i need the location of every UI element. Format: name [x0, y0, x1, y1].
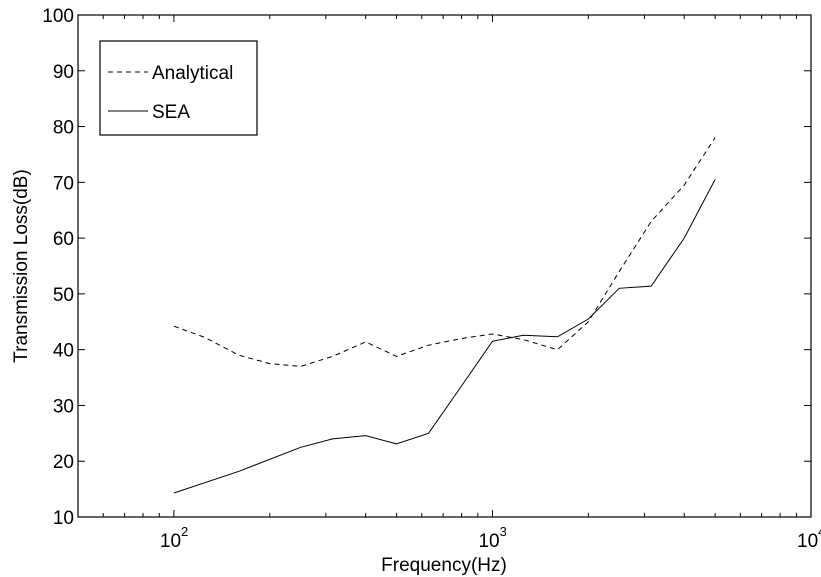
x-tick-label: 104	[797, 524, 821, 552]
y-tick-label: 30	[53, 396, 74, 417]
y-tick-label: 20	[53, 452, 74, 473]
legend-label-sea: SEA	[152, 102, 190, 123]
y-axis-label: Transmission Loss(dB)	[11, 169, 32, 363]
y-tick-label: 50	[53, 285, 74, 306]
x-tick-exponent: 3	[500, 524, 507, 539]
x-axis-label: Frequency(Hz)	[381, 555, 507, 576]
axis-ticks: 10 20 30 40 50 60 70 80 90 100 102 103 104	[42, 6, 821, 552]
series-line-sea	[173, 179, 716, 494]
series-lines	[173, 137, 716, 494]
y-tick-label: 100	[42, 6, 74, 27]
y-tick-label: 80	[53, 118, 74, 139]
x-tick-label: 102	[160, 524, 188, 552]
x-tick-label: 103	[478, 524, 506, 552]
y-tick-label: 10	[53, 508, 74, 529]
y-tick-label: 90	[53, 62, 74, 83]
x-tick-exponent: 4	[818, 524, 821, 539]
legend-box	[99, 40, 258, 136]
series-line-analytical	[173, 137, 716, 367]
y-tick-label: 40	[53, 341, 74, 362]
y-tick-label: 70	[53, 173, 74, 194]
legend: Analytical SEA	[99, 40, 258, 136]
legend-label-analytical: Analytical	[152, 63, 233, 84]
y-tick-label: 60	[53, 229, 74, 250]
x-tick-exponent: 2	[181, 524, 188, 539]
